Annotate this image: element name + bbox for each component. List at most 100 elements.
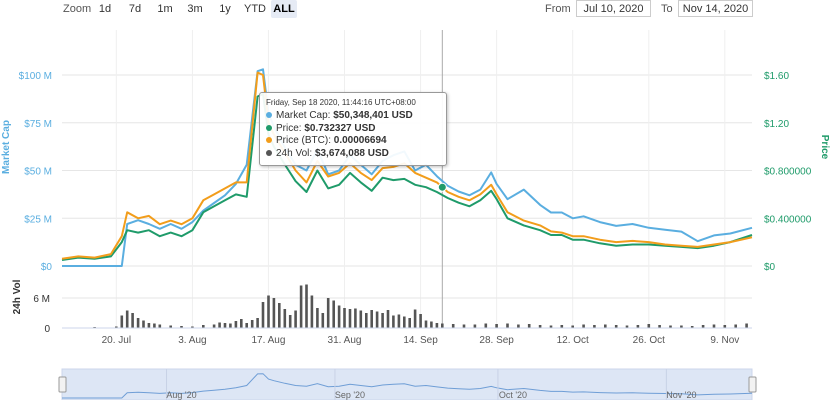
volume-bar [115,326,118,328]
price-line [61,93,753,261]
volume-bar [538,325,542,328]
volume-bar [131,313,134,328]
zoom-button-1y[interactable]: 1y [219,3,231,15]
volume-bar [375,311,379,328]
volume-bar [337,305,341,328]
volume-bar [571,325,574,328]
volume-bar [712,324,716,328]
volume-bar [158,324,162,328]
x-tick-label: 26. Oct [633,335,665,346]
tooltip-row-volume: 24h Vol: $3,674,088 USD [266,148,440,161]
from-date-input[interactable]: Jul 10, 2020 [576,0,651,17]
zoom-label: Zoom [63,3,92,15]
volume-bars [62,284,752,329]
volume-bar [250,320,254,328]
zoom-button-all[interactable]: ALL [271,0,297,18]
volume-bar [283,309,287,328]
volume-bar [299,285,303,328]
navigator-handle-left[interactable] [58,376,67,393]
volume-bar [441,323,444,328]
from-label: From [545,3,571,15]
tooltip-label: 24h Vol: [276,147,313,159]
navigator-label: Sep '20 [335,390,365,400]
volume-bar [326,298,330,328]
volume-bar [527,324,531,328]
volume-bar [370,310,373,328]
volume-bar [294,310,297,328]
tooltip-value: $0.732327 USD [304,122,376,134]
x-tick-label: 20. Jul [102,335,131,346]
volume-bar [419,314,422,328]
volume-bar [354,308,357,328]
volume-bar [223,323,227,328]
navigator-series [62,373,753,399]
volume-bar [316,308,319,328]
tooltip-row-price-btc: Price (BTC): 0.00006694 [266,135,440,148]
chart-toolbar: Zoom 1d 7d 1m 3m 1y YTD ALL From Jul 10,… [0,0,830,20]
x-tick-label: 17. Aug [251,335,285,346]
volume-bar [424,320,428,328]
volume-bar [549,325,553,328]
volume-bar [451,324,455,328]
axes: Market Cap Price 24h Vol $0 $0 $25 M $0.400… [1,71,830,346]
volume-bar [212,324,216,328]
x-tick-label: 9. Nov [710,335,739,346]
left-axis-title: Market Cap [1,120,12,174]
volume-bar [191,326,194,328]
volume-bar [288,315,292,328]
volume-tick-label: 0 [44,324,50,335]
volume-bar [593,325,596,328]
hover-marker [437,182,447,192]
tooltip-row-market-cap: Market Cap: $50,348,401 USD [266,110,440,123]
zoom-button-7d[interactable]: 7d [128,3,142,15]
zoom-button-3m[interactable]: 3m [187,3,203,15]
volume-bar [658,325,661,328]
volume-bar [669,325,672,328]
zoom-button-1d[interactable]: 1d [98,3,112,15]
volume-bar [462,324,466,328]
volume-bar [310,295,314,328]
volume-bar [240,319,243,328]
left-tick-label: $50 M [24,167,52,178]
zoom-button-ytd[interactable]: YTD [244,3,266,15]
navigator-labels: Aug '20 Sep '20 Oct '20 Nov '20 [166,369,696,400]
to-date-input[interactable]: Nov 14, 2020 [678,0,753,17]
tooltip-label: Market Cap: [276,110,331,121]
volume-bar [169,325,172,328]
volume-bar [408,318,411,328]
chart-tooltip: Friday, Sep 18 2020, 11:44:16 UTC+08:00 … [259,92,447,166]
volume-bar [234,321,238,328]
volume-bar [723,325,727,328]
volume-bar [435,323,439,328]
grid [62,30,752,329]
volume-bar [381,313,384,328]
volume-bar [272,298,276,328]
navigator-handle-right[interactable] [748,376,757,393]
volume-bar [506,323,509,328]
volume-bar [484,323,488,328]
right-tick-label: $0 [764,262,776,273]
volume-bar [647,324,651,328]
volume-bar [256,318,259,328]
zoom-button-1m[interactable]: 1m [157,3,173,15]
navigator[interactable]: Aug '20 Sep '20 Oct '20 Nov '20 [58,368,757,400]
left-tick-label: $0 [41,262,53,273]
volume-bar [745,323,748,328]
volume-bar [392,315,395,328]
x-tick-label: 3. Aug [178,335,206,346]
volume-bar [495,324,498,328]
left-tick-label: $25 M [24,214,52,225]
volume-bar [202,325,205,328]
volume-bar [147,323,151,328]
market-cap-dot-icon [266,112,272,119]
market-cap-line [62,68,753,267]
volume-axis-title: 24h Vol [12,279,23,314]
price-btc-line [61,71,753,260]
volume-bar [359,310,363,328]
volume-bar [604,324,607,328]
navigator-label: Nov '20 [666,390,696,400]
volume-bar [305,284,308,328]
tooltip-label: Price (BTC): [276,135,331,146]
volume-bar [680,325,683,328]
